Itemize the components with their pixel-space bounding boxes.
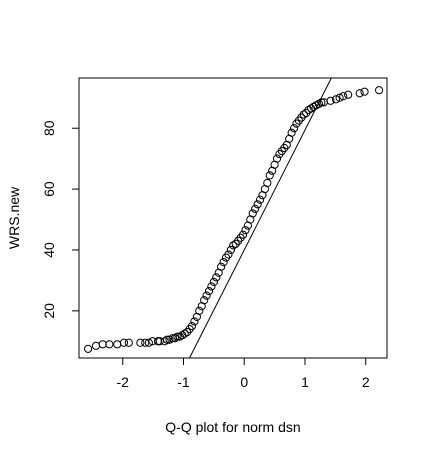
data-point [226,245,235,255]
x-tick-label: -1 [177,374,190,390]
data-point [375,86,384,95]
data-point [136,338,145,347]
data-point [251,204,260,213]
data-point [170,334,180,343]
data-point [299,110,308,119]
data-point [241,226,250,235]
data-point [207,282,216,291]
data-point [190,317,199,326]
data-point [209,277,218,287]
y-tick-label: 60 [41,181,57,197]
data-point [289,124,299,133]
data-point [160,337,169,346]
data-point [200,296,209,305]
data-point [212,273,221,282]
data-points [84,86,384,353]
x-tick-label: 0 [240,374,248,390]
data-point [344,90,353,99]
data-point [263,178,272,188]
data-point [314,99,324,108]
data-point [204,286,214,296]
data-point [339,92,348,101]
data-point [272,154,282,163]
data-point [255,195,265,204]
x-tick-label: 1 [301,374,309,390]
data-point [91,341,101,350]
y-tick-label: 80 [41,120,57,136]
data-point [238,230,248,239]
data-point [287,128,296,137]
data-point [229,241,238,250]
data-point [265,171,274,180]
data-point [248,209,257,218]
data-point [219,258,228,267]
reference-line-layer [189,77,332,359]
data-point [217,262,226,271]
y-axis: 20 40 60 80 [41,120,80,319]
data-point [144,338,153,347]
data-point [173,332,182,341]
data-point [331,95,341,104]
y-tick-label: 40 [41,242,57,258]
data-point [202,291,211,300]
data-point [162,335,172,344]
plot-frame [78,77,388,359]
data-point [335,93,344,102]
data-point [224,250,233,259]
x-axis-label: Q-Q plot for norm dsn [165,419,300,435]
data-point [317,98,326,107]
data-point [98,340,107,349]
data-point [124,338,133,347]
data-point [326,96,335,105]
x-tick-label: -2 [117,374,130,390]
x-tick-label: 2 [362,374,370,390]
x-axis: -2 -1 0 1 2 [117,357,370,390]
data-point [360,87,369,96]
data-point [84,344,93,353]
data-point [187,321,197,331]
data-point [119,338,129,347]
data-point [355,89,364,98]
y-axis-label: WRS.new [6,186,22,249]
data-point [105,340,114,349]
data-point [195,306,204,315]
y-tick-label: 20 [41,303,57,319]
qq-reference-line [189,77,332,359]
data-point [113,340,122,349]
data-point [253,200,262,209]
data-point [180,329,189,338]
